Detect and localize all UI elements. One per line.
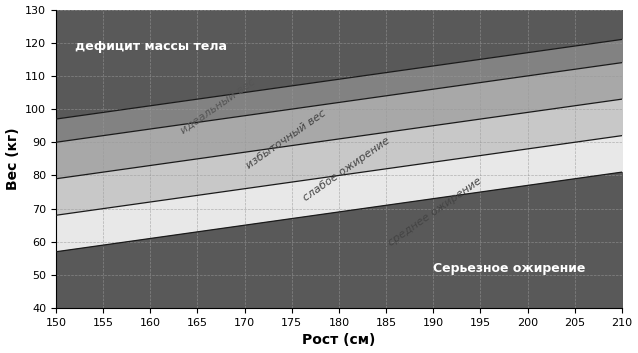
Text: дефицит массы тела: дефицит массы тела [75,40,227,53]
Text: избыточный вес: избыточный вес [244,108,328,170]
Text: идеальный вес: идеальный вес [179,76,257,135]
Text: Серьезное ожирение: Серьезное ожирение [433,262,586,275]
Y-axis label: Вес (кг): Вес (кг) [6,127,20,190]
Text: слабое ожирение: слабое ожирение [301,135,392,203]
Text: среднее ожирение: среднее ожирение [386,176,484,248]
X-axis label: Рост (см): Рост (см) [302,334,376,347]
